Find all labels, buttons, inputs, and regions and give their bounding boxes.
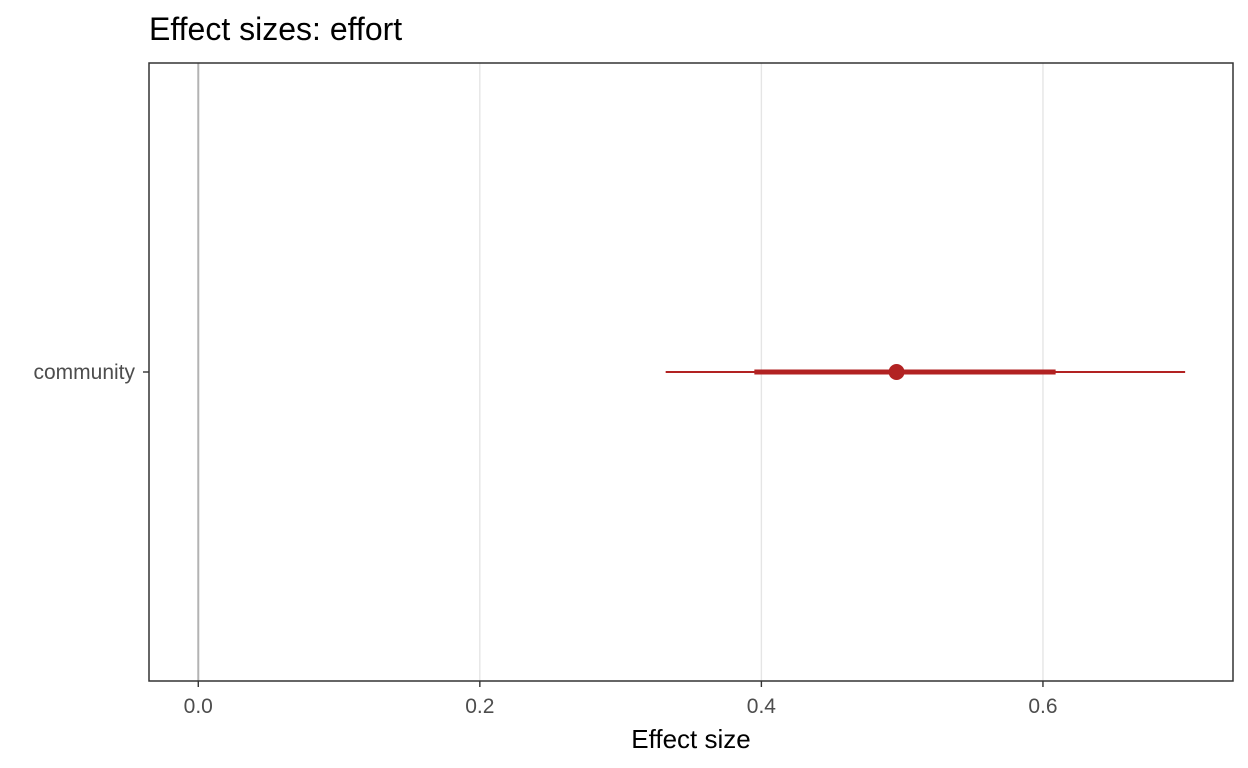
data-marks [665,364,1186,380]
y-category-label: community [33,361,135,384]
y-axis: community [33,361,149,384]
x-tick-label: 0.4 [747,695,777,718]
point-estimate [888,364,905,380]
chart-title: Effect sizes: effort [149,11,402,47]
x-axis-title: Effect size [631,724,750,754]
x-tick-label: 0.0 [184,695,213,718]
x-tick-label: 0.6 [1028,695,1057,718]
x-axis: 0.0 0.2 0.4 0.6 [184,681,1058,718]
plot-panel [148,62,1234,682]
x-tick-label: 0.2 [465,695,494,718]
